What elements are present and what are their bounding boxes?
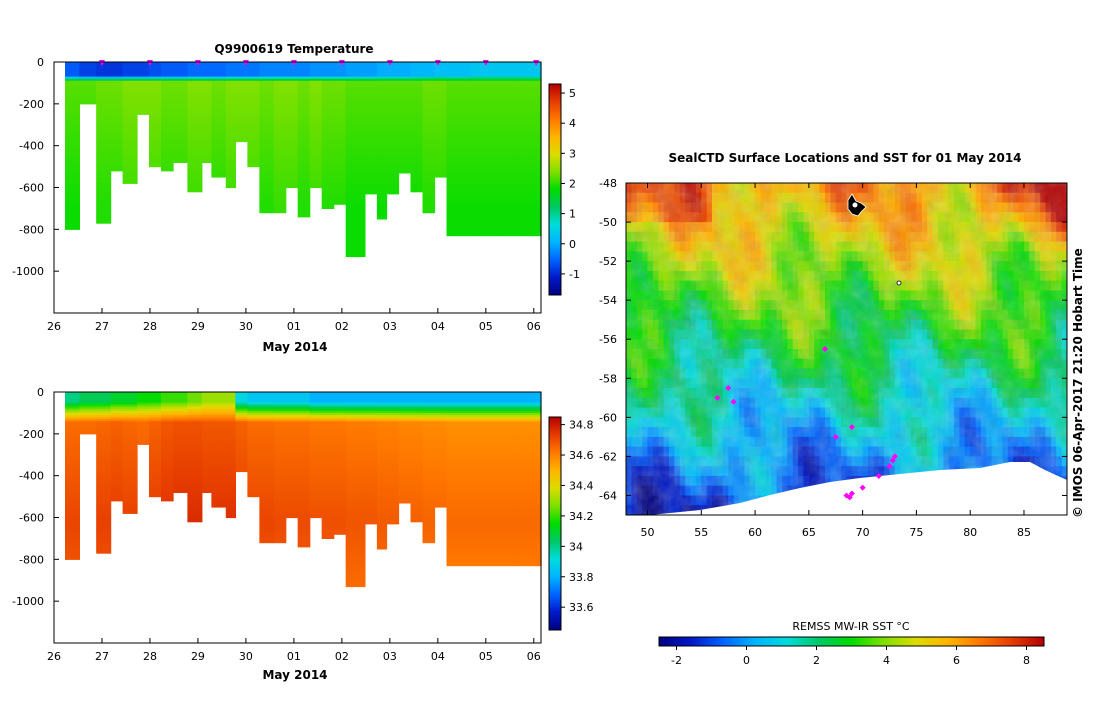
colorbar-tick-label: 5	[569, 87, 576, 100]
colorbar-tick-label: 34.4	[569, 479, 594, 492]
x-tick-label: 01	[287, 320, 301, 333]
x-tick-label: 27	[95, 320, 109, 333]
sst-colorbar-tick-label: 4	[883, 654, 890, 667]
lon-tick-label: 65	[802, 526, 816, 539]
x-tick-label: 02	[335, 650, 349, 663]
y-tick-label: -200	[19, 428, 44, 441]
map-title: SealCTD Surface Locations and SST for 01…	[668, 151, 1021, 165]
salinity-colorbar	[549, 417, 561, 630]
x-tick-label: 04	[431, 650, 445, 663]
x-tick-label: 29	[191, 650, 205, 663]
lat-tick-label: -52	[599, 255, 617, 268]
salinity-x-axis: 26 27 28 29 30 01 02 03 04 05 06	[47, 638, 541, 663]
sst-colorbar	[659, 637, 1044, 646]
sst-colorbar-tick-label: -2	[671, 654, 682, 667]
sst-colorbar-tick-label: 8	[1023, 654, 1030, 667]
colorbar-tick-label: 4	[569, 117, 576, 130]
sst-map-panel: SealCTD Surface Locations and SST for 01…	[599, 151, 1085, 667]
temperature-x-label: May 2014	[262, 340, 327, 354]
island-marker	[897, 281, 901, 285]
colorbar-tick-label: 34.8	[569, 419, 594, 432]
x-tick-label: 02	[335, 320, 349, 333]
lon-tick-label: 85	[1017, 526, 1031, 539]
x-tick-label: 30	[239, 320, 253, 333]
lon-tick-label: 75	[909, 526, 923, 539]
x-tick-label: 29	[191, 320, 205, 333]
y-tick-label: -800	[19, 553, 44, 566]
sst-colorbar-tick-label: 6	[953, 654, 960, 667]
temperature-section-cells	[65, 62, 542, 257]
x-tick-label: 30	[239, 650, 253, 663]
x-tick-label: 28	[143, 650, 157, 663]
y-tick-label: 0	[37, 56, 44, 69]
colorbar-tick-label: -1	[569, 268, 580, 281]
lat-tick-label: -58	[599, 372, 617, 385]
x-tick-label: 26	[47, 650, 61, 663]
x-tick-label: 28	[143, 320, 157, 333]
salinity-colorbar-ticks: 34.8 34.6 34.4 34.2 34 33.8 33.6	[561, 419, 594, 615]
salinity-x-label: May 2014	[262, 668, 327, 682]
y-tick-label: -400	[19, 470, 44, 483]
lat-tick-label: -62	[599, 450, 617, 463]
colorbar-tick-label: 34.6	[569, 449, 594, 462]
salinity-section-cells	[65, 392, 542, 587]
lat-tick-label: -48	[599, 177, 617, 190]
salinity-panel: 0 -200 -400 -600 -800 -1000 26 27 28 29 30 01 02 03 0…	[12, 386, 593, 682]
lat-tick-label: -54	[599, 294, 617, 307]
lon-tick-label: 70	[856, 526, 870, 539]
colorbar-tick-label: 1	[569, 208, 576, 221]
lon-tick-label: 60	[748, 526, 762, 539]
lat-tick-label: -60	[599, 411, 617, 424]
x-tick-label: 03	[383, 650, 397, 663]
temperature-panel: Q9900619 Temperature 0 -200 -400 -600 -800 -1…	[12, 42, 580, 354]
colorbar-tick-label: 33.6	[569, 601, 594, 614]
y-tick-label: 0	[37, 386, 44, 399]
lat-tick-label: -50	[599, 216, 617, 229]
sst-colorbar-tick-label: 2	[813, 654, 820, 667]
sst-colorbar-label: REMSS MW-IR SST °C	[792, 620, 910, 633]
colorbar-tick-label: 34	[569, 540, 583, 553]
y-tick-label: -800	[19, 223, 44, 236]
lat-tick-label: -56	[599, 333, 617, 346]
sst-field	[626, 183, 1068, 516]
x-tick-label: 05	[479, 650, 493, 663]
x-tick-label: 04	[431, 320, 445, 333]
y-tick-label: -1000	[12, 595, 44, 608]
temperature-title: Q9900619 Temperature	[214, 42, 373, 56]
colorbar-tick-label: 34.2	[569, 510, 594, 523]
x-tick-label: 03	[383, 320, 397, 333]
colorbar-tick-label: 3	[569, 147, 576, 160]
x-tick-label: 06	[527, 320, 541, 333]
y-tick-label: -600	[19, 182, 44, 195]
y-tick-label: -600	[19, 512, 44, 525]
colorbar-tick-label: 33.8	[569, 571, 594, 584]
y-tick-label: -1000	[12, 265, 44, 278]
lon-tick-label: 80	[963, 526, 977, 539]
x-tick-label: 06	[527, 650, 541, 663]
y-tick-label: -400	[19, 140, 44, 153]
lon-tick-label: 55	[694, 526, 708, 539]
colorbar-tick-label: 0	[569, 238, 576, 251]
salinity-y-axis: 0 -200 -400 -600 -800 -1000	[12, 386, 59, 608]
colorbar-tick-label: 2	[569, 177, 576, 190]
temperature-colorbar	[549, 84, 561, 295]
temperature-x-axis: 26 27 28 29 30 01 02 03 04 05 06	[47, 308, 541, 333]
sst-colorbar-ticks: -2 0 2 4 6 8	[671, 646, 1030, 667]
x-tick-label: 01	[287, 650, 301, 663]
x-tick-label: 26	[47, 320, 61, 333]
y-tick-label: -200	[19, 98, 44, 111]
temperature-y-axis: 0 -200 -400 -600 -800 -1000	[12, 56, 59, 278]
lon-tick-label: 50	[641, 526, 655, 539]
sst-colorbar-tick-label: 0	[743, 654, 750, 667]
lat-tick-label: -64	[599, 489, 617, 502]
credit-text: © IMOS 06-Apr-2017 21:20 Hobart Time	[1071, 248, 1085, 518]
x-tick-label: 05	[479, 320, 493, 333]
temperature-colorbar-ticks: 5 4 3 2 1 0 -1	[561, 87, 580, 281]
x-tick-label: 27	[95, 650, 109, 663]
